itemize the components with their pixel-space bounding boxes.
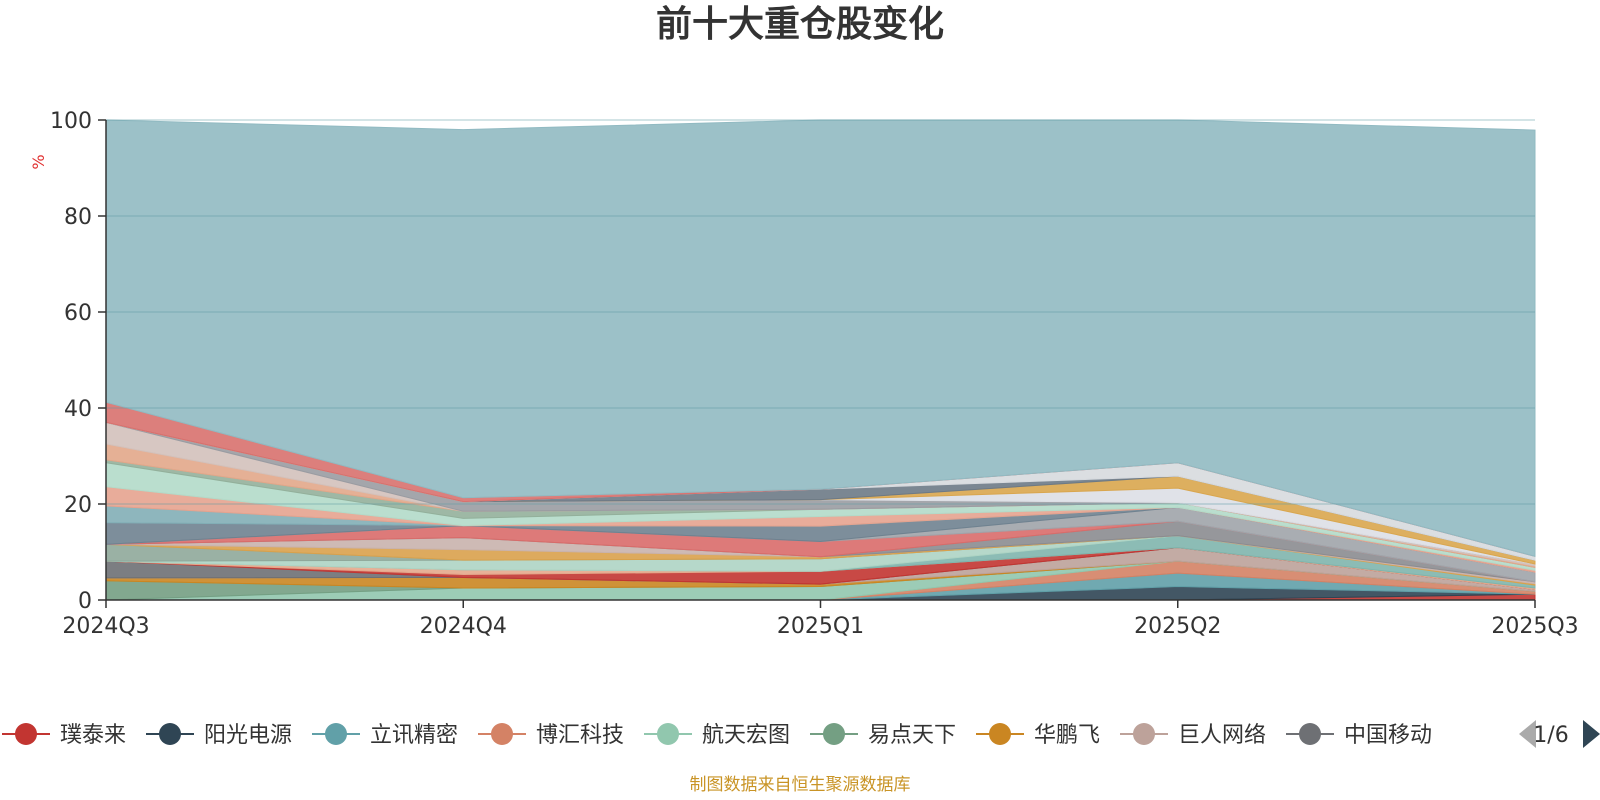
legend-item[interactable]: 中国移动 <box>1286 723 1432 748</box>
y-tick-label-3: 60 <box>64 301 92 326</box>
x-tick-label-1: 2024Q4 <box>420 614 507 639</box>
x-tick-label-0: 2024Q3 <box>62 614 149 639</box>
area-series-32 <box>105 119 1536 557</box>
y-tick-label-1: 20 <box>64 493 92 518</box>
legend-dot-marker <box>15 723 37 745</box>
legend-label: 阳光电源 <box>204 723 292 748</box>
legend-item[interactable]: 易点天下 <box>810 723 956 748</box>
x-tick-label-4: 2025Q3 <box>1491 614 1578 639</box>
legend-dot-marker <box>325 723 347 745</box>
legend-label: 立讯精密 <box>370 723 458 748</box>
legend-items: 璞泰来 阳光电源 立讯精密 博汇科技 航天宏图 易点天下 华鹏飞 巨人网络 中国移动 <box>2 723 1432 748</box>
grid-lines <box>106 119 1535 505</box>
legend-label: 巨人网络 <box>1178 723 1266 748</box>
legend-label: 中国移动 <box>1344 723 1432 748</box>
y-tick-label-0: 0 <box>78 589 92 614</box>
legend-item[interactable]: 巨人网络 <box>1120 723 1266 748</box>
legend-next-page-icon[interactable] <box>1583 720 1600 748</box>
legend[interactable]: 璞泰来 阳光电源 立讯精密 博汇科技 航天宏图 易点天下 华鹏飞 巨人网络 中国移动 1/6 <box>2 720 1600 748</box>
y-tick-label-5: 100 <box>50 109 92 134</box>
data-source-note: 制图数据来自恒生聚源数据库 <box>690 775 911 795</box>
legend-item[interactable]: 博汇科技 <box>478 723 624 748</box>
axes: 0 20 40 60 80 100 2024Q3 2024Q4 2025Q1 2025Q2 2025… <box>50 109 1579 639</box>
legend-dot-marker <box>657 723 679 745</box>
legend-dot-marker <box>491 723 513 745</box>
legend-prev-page-icon[interactable] <box>1519 720 1536 748</box>
legend-label: 华鹏飞 <box>1034 723 1100 748</box>
legend-label: 璞泰来 <box>60 723 126 748</box>
legend-dot-marker <box>1299 723 1321 745</box>
legend-item[interactable]: 华鹏飞 <box>976 723 1100 748</box>
x-tick-label-2: 2025Q1 <box>777 614 864 639</box>
legend-item[interactable]: 立讯精密 <box>312 723 458 748</box>
legend-dot-marker <box>989 723 1011 745</box>
legend-page-indicator: 1/6 <box>1533 723 1568 748</box>
legend-item[interactable]: 璞泰来 <box>2 723 126 748</box>
legend-label: 博汇科技 <box>536 723 624 748</box>
legend-dot-marker <box>159 723 181 745</box>
y-tick-label-4: 80 <box>64 205 92 230</box>
stacked-areas <box>105 119 1536 601</box>
y-axis-unit: % <box>29 154 48 169</box>
legend-dot-marker <box>823 723 845 745</box>
x-tick-label-3: 2025Q2 <box>1134 614 1221 639</box>
legend-label: 易点天下 <box>868 723 956 748</box>
legend-item[interactable]: 阳光电源 <box>146 723 292 748</box>
legend-dot-marker <box>1133 723 1155 745</box>
chart-title: 前十大重仓股变化 <box>656 3 944 45</box>
legend-label: 航天宏图 <box>702 723 790 748</box>
legend-item[interactable]: 航天宏图 <box>644 723 790 748</box>
y-tick-label-2: 40 <box>64 397 92 422</box>
